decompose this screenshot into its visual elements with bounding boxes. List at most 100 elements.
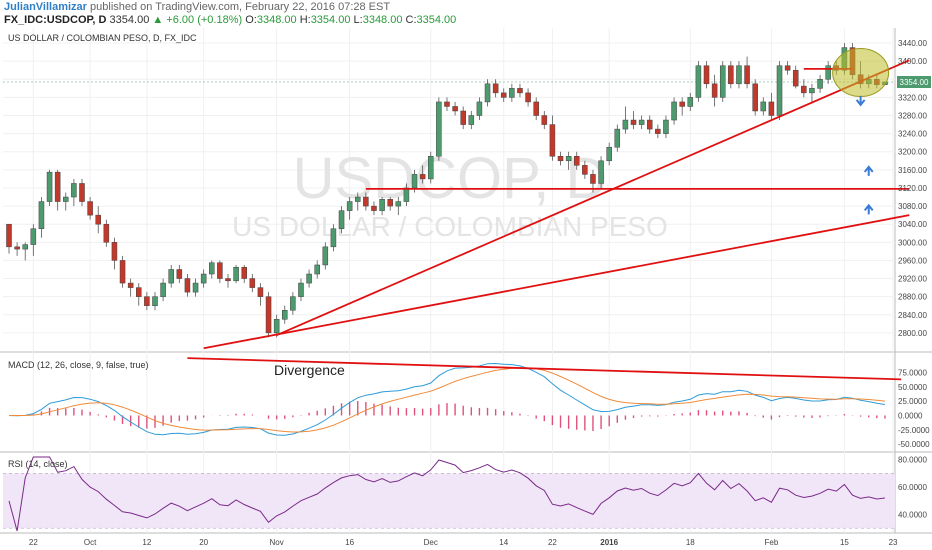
candle-body <box>144 296 150 306</box>
signal-line <box>9 367 885 433</box>
candle-body <box>387 199 393 207</box>
candle-body <box>46 171 53 202</box>
candle-body <box>687 97 694 107</box>
candle-body <box>500 92 507 98</box>
candle-body <box>63 196 69 202</box>
macd-tick-label: 50.0000 <box>898 383 927 392</box>
rsi-tick-label: 60.0000 <box>898 483 927 492</box>
candle-body <box>703 65 710 85</box>
candle-body <box>809 88 815 94</box>
candle-body <box>549 124 556 157</box>
candle-body <box>565 156 572 162</box>
price-tick-label: 3280.00 <box>898 112 927 121</box>
candle-body <box>541 115 548 125</box>
candle-body <box>111 242 118 261</box>
candle-body <box>817 79 823 89</box>
candle-body <box>517 88 523 94</box>
macd-divergence-line <box>187 357 902 381</box>
last-price-tag: 3354.00 <box>897 76 931 89</box>
author-name[interactable]: JulianVillamizar <box>4 1 87 13</box>
candle-body <box>452 106 458 112</box>
trendline-shallow <box>203 214 910 350</box>
candle-body <box>22 244 28 250</box>
candle-body <box>427 156 434 180</box>
candle-body <box>176 269 183 279</box>
candle-body <box>38 201 45 229</box>
candle-body <box>152 296 158 306</box>
candle-body <box>776 65 783 116</box>
price-tick-label: 3440.00 <box>898 39 927 48</box>
candle-body <box>371 205 377 211</box>
candle-body <box>444 101 450 107</box>
price-tick-label: 3080.00 <box>898 202 927 211</box>
candle-body <box>322 246 329 266</box>
candle-body <box>54 171 61 202</box>
candle-body <box>6 223 12 248</box>
candle-body <box>598 160 604 184</box>
ohlc-o-value: 3348.00 <box>256 14 297 26</box>
candle-body <box>298 282 304 297</box>
candle-body <box>225 278 231 282</box>
candle-body <box>476 101 483 116</box>
macd-tick-label: -50.0000 <box>898 440 930 449</box>
price-tick-label: 2920.00 <box>898 275 927 284</box>
rsi-tick-label: 80.0000 <box>898 456 927 465</box>
ohlc-c-value: 3354.00 <box>416 14 457 26</box>
candle-body <box>119 260 126 284</box>
last-price-tag-text: 3354.00 <box>900 78 929 87</box>
candle-body <box>87 201 93 216</box>
candle-body <box>184 278 191 293</box>
arrow-down-icon <box>855 95 866 107</box>
price-chart[interactable]: USDCOP, D US DOLLAR / COLOMBIAN PESO US … <box>0 28 932 550</box>
watermark-symbol: USDCOP, D <box>293 146 608 211</box>
candle-body <box>168 269 174 284</box>
date-tick-label: 16 <box>345 538 354 547</box>
candle-body <box>768 101 775 116</box>
candle-body <box>825 65 831 80</box>
price-tick-label: 3320.00 <box>898 93 927 102</box>
trendline-steep <box>276 59 910 336</box>
ohlc-o-key: O: <box>245 14 257 26</box>
rsi-tick-label: 40.0000 <box>898 511 927 520</box>
price-tick-label: 3160.00 <box>898 166 927 175</box>
date-tick-label: 23 <box>889 538 898 547</box>
price-tick-label: 2800.00 <box>898 329 927 338</box>
candle-body <box>719 65 726 98</box>
last-price: 3354.00 <box>109 14 150 26</box>
candle-body <box>736 65 742 85</box>
candle-body <box>30 228 37 245</box>
macd-tick-label: 0.0000 <box>898 411 923 420</box>
candle-body <box>509 88 515 98</box>
price-tick-label: 3240.00 <box>898 130 927 139</box>
candle-body <box>209 262 215 275</box>
candle-body <box>379 199 385 211</box>
candle-body <box>533 101 539 116</box>
candle-body <box>492 83 499 94</box>
candle-body <box>646 119 653 130</box>
price-tick-label: 3200.00 <box>898 148 927 157</box>
candle-body <box>71 183 77 198</box>
candle-body <box>606 146 612 162</box>
candle-body <box>395 201 402 207</box>
candle-body <box>590 174 596 184</box>
candle-body <box>695 65 702 98</box>
price-tick-label: 3040.00 <box>898 220 927 229</box>
rsi-line <box>8 456 885 532</box>
candle-body <box>338 210 345 229</box>
macd-tick-label: -25.0000 <box>898 426 930 435</box>
candle-body <box>784 65 791 71</box>
price-tick-label: 2960.00 <box>898 256 927 265</box>
candle-body <box>622 119 629 130</box>
candle-body <box>582 165 588 175</box>
candle-body <box>314 264 320 275</box>
candle-body <box>436 101 442 157</box>
candle-body <box>330 228 337 248</box>
candle-body <box>192 282 199 293</box>
watermark-name: US DOLLAR / COLOMBIAN PESO <box>232 211 668 242</box>
ohlc-c-key: C: <box>405 14 417 26</box>
candle-body <box>363 196 369 207</box>
date-tick-label: 14 <box>499 538 508 547</box>
candle-body <box>760 101 767 112</box>
change-triangle-icon: ▲ <box>152 14 164 26</box>
price-tick-label: 3000.00 <box>898 238 927 247</box>
